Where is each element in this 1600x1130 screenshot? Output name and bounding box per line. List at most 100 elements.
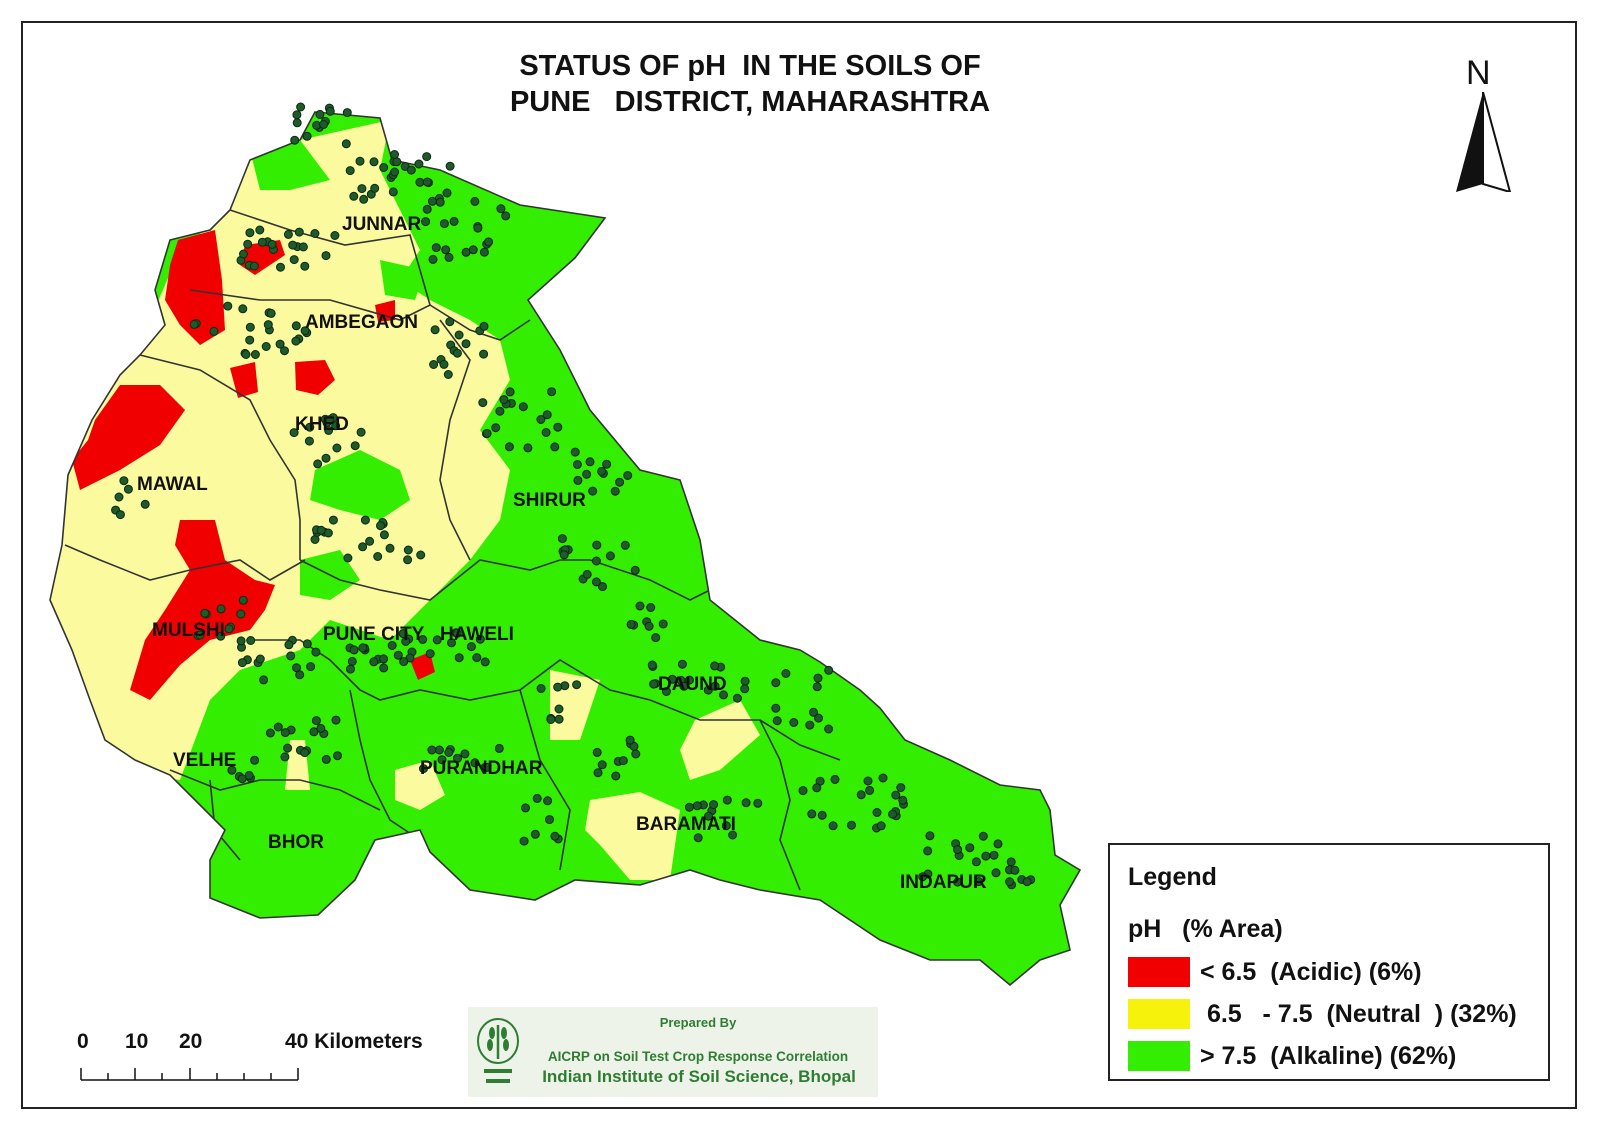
sample-point: [305, 422, 315, 432]
sample-point: [878, 773, 888, 783]
sample-point: [1006, 857, 1016, 867]
tehsil-label-mulshi: MULSHI: [152, 620, 225, 641]
sample-point: [369, 657, 379, 667]
sample-point: [288, 240, 298, 250]
sample-point: [341, 139, 351, 149]
sample-point: [291, 321, 301, 331]
sample-point: [238, 595, 248, 605]
sample-point: [414, 159, 424, 169]
sample-point: [772, 716, 782, 726]
sample-point: [290, 135, 300, 145]
sample-point: [349, 645, 359, 655]
sample-point: [722, 795, 732, 805]
sample-point: [432, 635, 442, 645]
sample-point: [618, 756, 628, 766]
sample-point: [387, 641, 397, 650]
sample-point: [441, 245, 451, 255]
sample-point: [550, 442, 560, 452]
sample-point: [280, 752, 290, 762]
sample-point: [439, 219, 449, 229]
sample-point: [789, 718, 799, 727]
sample-point: [393, 650, 403, 660]
sample-point: [449, 216, 459, 226]
credit-box: Prepared By AICRP on Soil Test Crop Resp…: [468, 1007, 878, 1097]
sample-point: [273, 722, 283, 732]
sample-point: [542, 410, 552, 420]
sample-point: [798, 786, 808, 796]
sample-point: [390, 150, 399, 159]
sample-point: [692, 801, 702, 811]
sample-point: [316, 723, 326, 733]
sample-point: [447, 638, 456, 648]
sample-point: [263, 320, 273, 330]
sample-point: [355, 156, 365, 166]
sample-point: [302, 639, 312, 649]
scale-tick-10: 10: [125, 1030, 149, 1053]
sample-point: [530, 829, 540, 839]
sample-point: [965, 843, 975, 853]
legend-swatch-alkaline: [1128, 1041, 1190, 1071]
sample-point: [315, 109, 325, 119]
sample-point: [953, 845, 963, 855]
sample-point: [276, 262, 285, 272]
sample-point: [249, 261, 259, 271]
sample-point: [453, 753, 462, 763]
tehsil-label-daund: DAUND: [658, 674, 727, 695]
sample-point: [554, 704, 564, 714]
tehsil-label-velhe: VELHE: [173, 750, 236, 771]
sample-point: [316, 525, 326, 535]
sample-point: [572, 680, 582, 690]
sample-point: [296, 102, 306, 112]
sample-point: [385, 543, 395, 553]
sample-point: [333, 751, 342, 761]
sample-point: [703, 685, 713, 695]
sample-point: [425, 649, 435, 659]
legend-label-alkaline: > 7.5 (Alkaline) (62%): [1200, 1042, 1457, 1070]
sample-point: [741, 798, 751, 808]
scale-tick-40-kilometers: 40 Kilometers: [285, 1030, 423, 1053]
sample-point: [847, 820, 856, 830]
sample-point: [388, 187, 398, 197]
sample-point: [649, 679, 659, 689]
sample-point: [343, 553, 353, 563]
legend-swatch-neutral: [1128, 999, 1190, 1029]
sample-point: [444, 252, 454, 262]
sample-point: [812, 783, 822, 793]
sample-point: [597, 760, 607, 770]
sample-point: [428, 254, 438, 264]
sample-point: [781, 669, 791, 678]
sample-point: [236, 609, 246, 619]
north-label: N: [1466, 54, 1491, 92]
sample-point: [259, 675, 269, 685]
sample-point: [445, 161, 455, 171]
legend-title: Legend: [1128, 863, 1217, 891]
sample-point: [501, 211, 511, 221]
sample-point: [1010, 865, 1020, 875]
sample-point: [625, 735, 635, 745]
sample-point: [284, 640, 294, 650]
sample-point: [876, 821, 886, 831]
scale-tick-0: 0: [77, 1030, 89, 1053]
sample-point: [925, 831, 935, 841]
sample-point: [442, 188, 452, 198]
sample-point: [468, 245, 478, 255]
sample-point: [430, 325, 440, 335]
sample-point: [216, 631, 226, 641]
sample-point: [479, 349, 489, 359]
sample-point: [721, 821, 731, 831]
sample-point: [311, 647, 321, 657]
sample-point: [255, 654, 265, 664]
sample-point: [830, 774, 840, 784]
sample-point: [224, 624, 234, 634]
tehsil-boundaries: [64, 209, 841, 891]
sample-point: [454, 330, 464, 340]
sample-point: [369, 157, 379, 167]
sample-point: [358, 643, 368, 653]
sample-point: [236, 636, 246, 646]
sample-point: [667, 674, 677, 684]
sample-point: [728, 830, 738, 840]
tehsil-label-haweli: HAWELI: [440, 624, 514, 645]
sample-point: [710, 681, 720, 691]
sample-point: [419, 764, 428, 774]
sample-point: [261, 342, 271, 351]
